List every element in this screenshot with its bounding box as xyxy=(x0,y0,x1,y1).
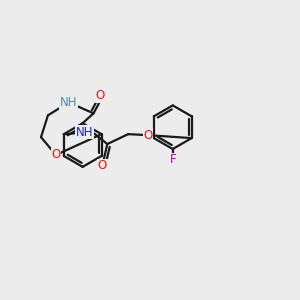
Text: NH: NH xyxy=(60,96,77,109)
Text: O: O xyxy=(98,159,107,172)
Text: O: O xyxy=(51,148,61,161)
Text: F: F xyxy=(169,153,176,167)
Text: O: O xyxy=(96,89,105,102)
Text: NH: NH xyxy=(76,126,93,139)
Text: O: O xyxy=(143,129,153,142)
